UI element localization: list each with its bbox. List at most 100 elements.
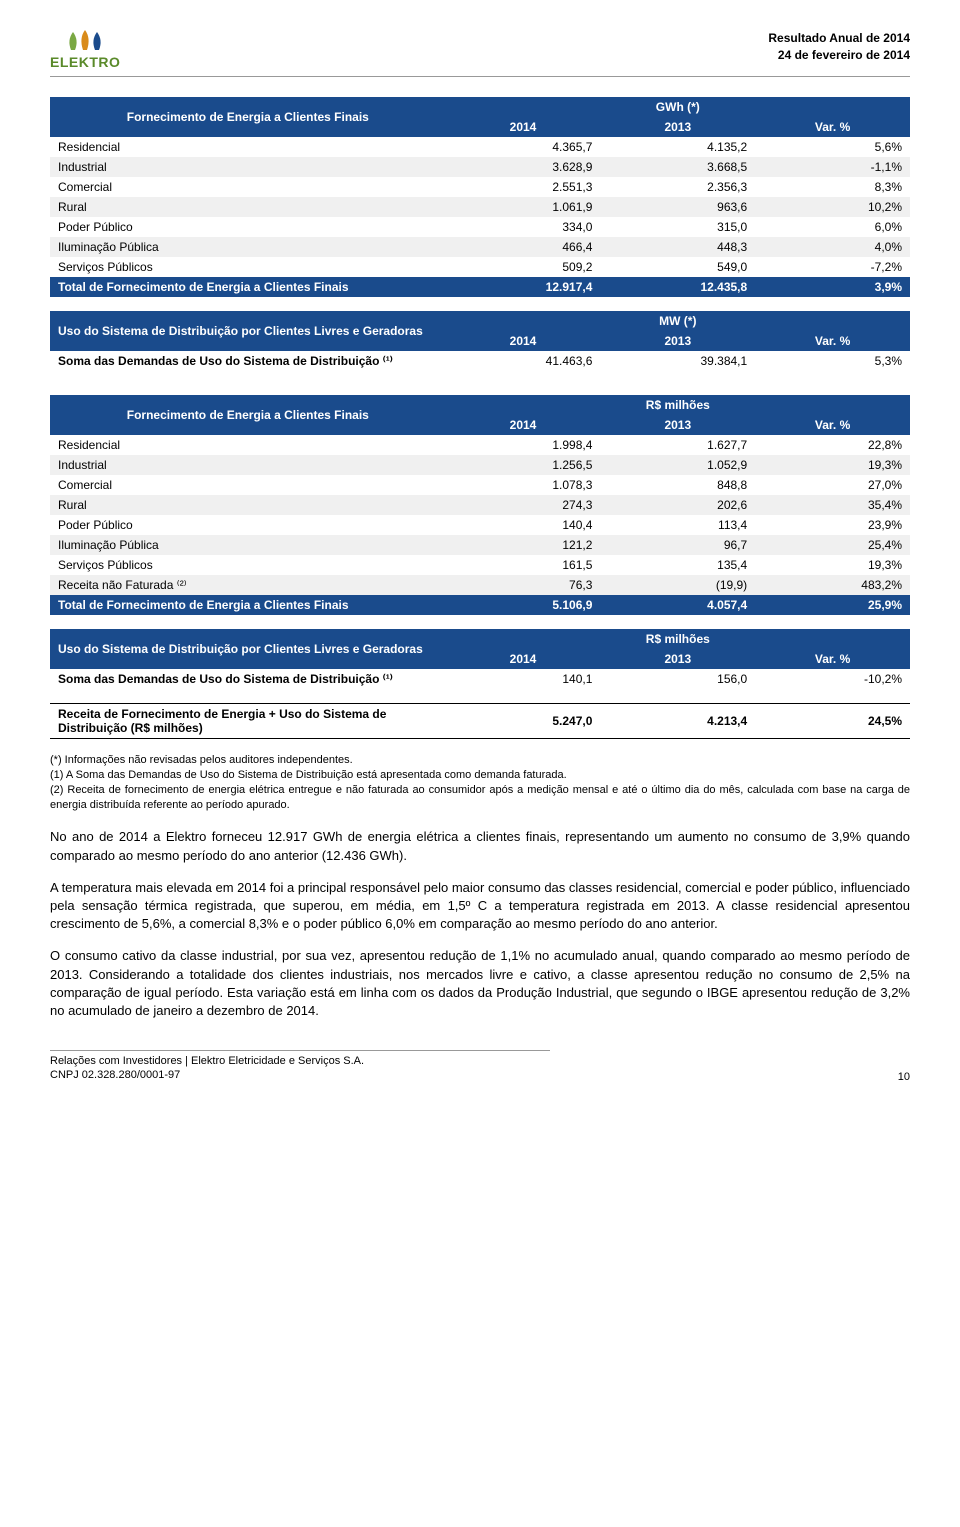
table1-row-v3: 8,3% — [755, 177, 910, 197]
table3-row-v1: 121,2 — [446, 535, 601, 555]
table3-col-2014: 2014 — [446, 415, 601, 435]
table4-col-var: Var. % — [755, 649, 910, 669]
table3-row-v1: 1.998,4 — [446, 435, 601, 455]
table3-row-v3: 35,4% — [755, 495, 910, 515]
table1-row-v2: 963,6 — [600, 197, 755, 217]
table1-row-v3: 6,0% — [755, 217, 910, 237]
table3-row-v1: 274,3 — [446, 495, 601, 515]
table2-col-2014: 2014 — [446, 331, 601, 351]
table2-row-v1: 41.463,6 — [446, 351, 601, 371]
table3-row-v3: 25,4% — [755, 535, 910, 555]
header-title-line2: 24 de fevereiro de 2014 — [768, 47, 910, 64]
table2-unit: MW (*) — [446, 311, 910, 331]
table3-total-label: Total de Fornecimento de Energia a Clien… — [50, 595, 446, 615]
table1-row-v2: 2.356,3 — [600, 177, 755, 197]
table1-row-v2: 315,0 — [600, 217, 755, 237]
table1-row: Comercial2.551,32.356,38,3% — [50, 177, 910, 197]
table1-row-label: Iluminação Pública — [50, 237, 446, 257]
footer-line1: Relações com Investidores | Elektro Elet… — [50, 1054, 550, 1068]
table3-row: Poder Público140,4113,423,9% — [50, 515, 910, 535]
table4-row-label: Soma das Demandas de Uso do Sistema de D… — [50, 669, 446, 689]
table1-row-v1: 334,0 — [446, 217, 601, 237]
table3-total-v2: 4.057,4 — [600, 595, 755, 615]
table3-row-v1: 1.078,3 — [446, 475, 601, 495]
page-footer: Relações com Investidores | Elektro Elet… — [50, 1050, 910, 1083]
table3-row-v2: (19,9) — [600, 575, 755, 595]
table3-title: Fornecimento de Energia a Clientes Finai… — [50, 395, 446, 435]
table1-row-label: Residencial — [50, 137, 446, 157]
table4-col-2013: 2013 — [600, 649, 755, 669]
table-uso-rs: Uso do Sistema de Distribuição por Clien… — [50, 629, 910, 689]
table3-row: Receita não Faturada ⁽²⁾76,3(19,9)483,2% — [50, 575, 910, 595]
logo: ELEKTRO — [50, 30, 120, 70]
table1-row-label: Serviços Públicos — [50, 257, 446, 277]
table1-row: Rural1.061,9963,610,2% — [50, 197, 910, 217]
table2-col-var: Var. % — [755, 331, 910, 351]
body-paragraph-1: No ano de 2014 a Elektro forneceu 12.917… — [50, 828, 910, 864]
table1-total-label: Total de Fornecimento de Energia a Clien… — [50, 277, 446, 297]
table3-row-v2: 1.052,9 — [600, 455, 755, 475]
table3-row-v3: 483,2% — [755, 575, 910, 595]
table2-row-v2: 39.384,1 — [600, 351, 755, 371]
table1-col-2014: 2014 — [446, 117, 601, 137]
table1-row-v3: 10,2% — [755, 197, 910, 217]
table3-row-label: Residencial — [50, 435, 446, 455]
table3-row-v3: 27,0% — [755, 475, 910, 495]
table4-row-v2: 156,0 — [600, 669, 755, 689]
table1-total-v2: 12.435,8 — [600, 277, 755, 297]
table3-row: Comercial1.078,3848,827,0% — [50, 475, 910, 495]
page-header: ELEKTRO Resultado Anual de 2014 24 de fe… — [50, 30, 910, 77]
table1-row-v3: 4,0% — [755, 237, 910, 257]
table1-col-2013: 2013 — [600, 117, 755, 137]
table1-row: Residencial4.365,74.135,25,6% — [50, 137, 910, 157]
table1-row-v3: 5,6% — [755, 137, 910, 157]
table1-row-v1: 1.061,9 — [446, 197, 601, 217]
table4-row-v3: -10,2% — [755, 669, 910, 689]
table3-row-v1: 161,5 — [446, 555, 601, 575]
footnote-1: (1) A Soma das Demandas de Uso do Sistem… — [50, 768, 910, 783]
table3-row: Rural274,3202,635,4% — [50, 495, 910, 515]
logo-text: ELEKTRO — [50, 54, 120, 70]
header-title-line1: Resultado Anual de 2014 — [768, 30, 910, 47]
table1-row-label: Industrial — [50, 157, 446, 177]
table1-row-v2: 4.135,2 — [600, 137, 755, 157]
logo-leaves-icon — [65, 30, 105, 52]
table3-row-label: Industrial — [50, 455, 446, 475]
table1-row: Industrial3.628,93.668,5-1,1% — [50, 157, 910, 177]
table1-row-v2: 448,3 — [600, 237, 755, 257]
receita-label: Receita de Fornecimento de Energia + Uso… — [50, 704, 446, 739]
table2-row-label: Soma das Demandas de Uso do Sistema de D… — [50, 351, 446, 371]
table3-row: Iluminação Pública121,296,725,4% — [50, 535, 910, 555]
table3-row-v2: 202,6 — [600, 495, 755, 515]
table3-row-label: Poder Público — [50, 515, 446, 535]
table1-row-label: Rural — [50, 197, 446, 217]
table4-unit: R$ milhões — [446, 629, 910, 649]
table1-row-v1: 4.365,7 — [446, 137, 601, 157]
receita-box: Receita de Fornecimento de Energia + Uso… — [50, 703, 910, 739]
table3-row-label: Receita não Faturada ⁽²⁾ — [50, 575, 446, 595]
table4-row-v1: 140,1 — [446, 669, 601, 689]
table3-row-label: Comercial — [50, 475, 446, 495]
receita-v1: 5.247,0 — [446, 704, 601, 739]
page-number: 10 — [898, 1071, 910, 1083]
table3-row-v3: 23,9% — [755, 515, 910, 535]
body-paragraph-3: O consumo cativo da classe industrial, p… — [50, 947, 910, 1020]
table1-total-v3: 3,9% — [755, 277, 910, 297]
table4-title: Uso do Sistema de Distribuição por Clien… — [50, 629, 446, 669]
table2-title: Uso do Sistema de Distribuição por Clien… — [50, 311, 446, 351]
table1-row-v3: -1,1% — [755, 157, 910, 177]
receita-v2: 4.213,4 — [600, 704, 755, 739]
table1-total-v1: 12.917,4 — [446, 277, 601, 297]
table1-row-v1: 466,4 — [446, 237, 601, 257]
table3-total-v1: 5.106,9 — [446, 595, 601, 615]
table3-col-2013: 2013 — [600, 415, 755, 435]
footnote-star: (*) Informações não revisadas pelos audi… — [50, 753, 910, 768]
table3-row-v3: 19,3% — [755, 555, 910, 575]
body-paragraph-2: A temperatura mais elevada em 2014 foi a… — [50, 879, 910, 934]
table-rs: Fornecimento de Energia a Clientes Finai… — [50, 395, 910, 615]
table3-row-v2: 848,8 — [600, 475, 755, 495]
receita-v3: 24,5% — [755, 704, 910, 739]
table3-row: Residencial1.998,41.627,722,8% — [50, 435, 910, 455]
table3-row: Serviços Públicos161,5135,419,3% — [50, 555, 910, 575]
table1-row-v1: 509,2 — [446, 257, 601, 277]
